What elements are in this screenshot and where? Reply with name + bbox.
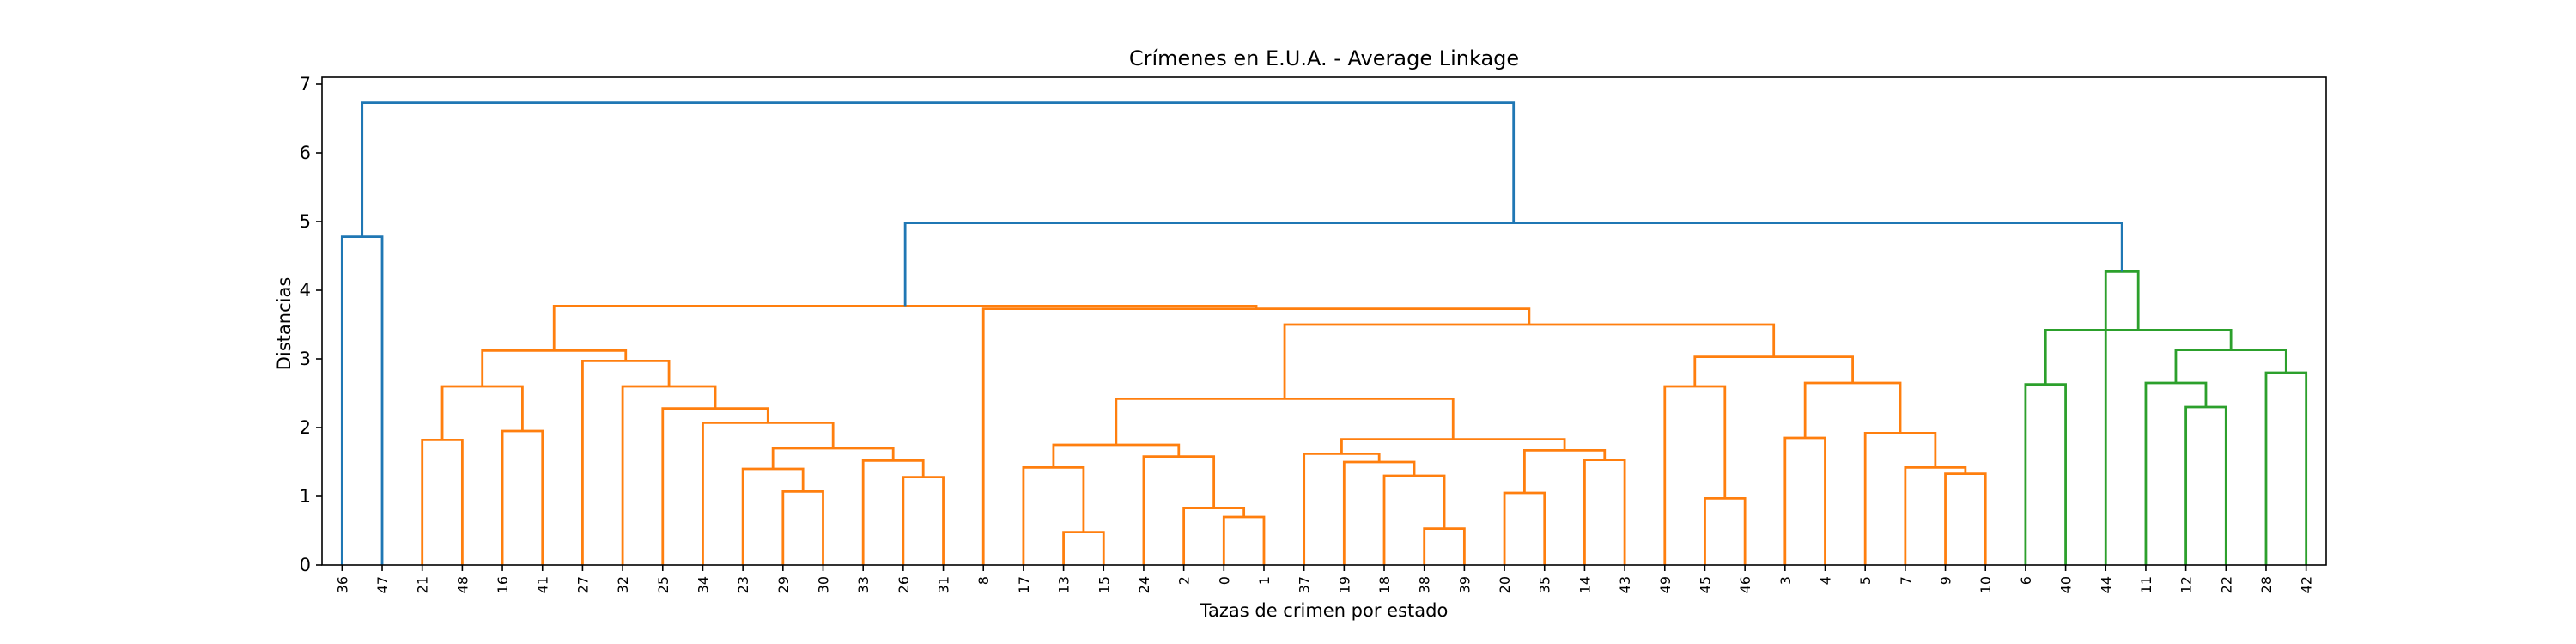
x-tick-label: 9 bbox=[1938, 576, 1954, 585]
x-tick-label: 20 bbox=[1497, 576, 1513, 593]
dendrogram-link bbox=[361, 101, 1516, 237]
x-axis-label: Tazas de crimen por estado bbox=[1200, 600, 1449, 621]
y-tick-label: 3 bbox=[300, 349, 311, 369]
x-axis: 36 47 21 48 16 41 27 32 25 34 23 29 30 33 26 31 8 17 13 15 2… bbox=[334, 565, 2315, 593]
x-tick-label: 17 bbox=[1016, 576, 1032, 593]
y-tick-label: 0 bbox=[300, 555, 311, 575]
x-tick-label: 44 bbox=[2098, 576, 2114, 593]
y-axis-label: Distancias bbox=[274, 277, 295, 371]
x-tick-label: 19 bbox=[1336, 576, 1352, 593]
x-tick-label: 48 bbox=[454, 576, 471, 593]
x-tick-label: 13 bbox=[1056, 576, 1072, 593]
x-tick-label: 22 bbox=[2218, 576, 2234, 593]
x-tick-label: 4 bbox=[1818, 576, 1834, 585]
x-tick-label: 41 bbox=[535, 576, 551, 593]
x-tick-label: 2 bbox=[1176, 576, 1193, 585]
chart-title: Crímenes en E.U.A. - Average Linkage bbox=[1129, 46, 1519, 70]
x-tick-label: 29 bbox=[775, 576, 792, 593]
x-tick-label: 40 bbox=[2058, 576, 2075, 593]
x-tick-label: 25 bbox=[655, 576, 671, 593]
x-tick-label: 38 bbox=[1417, 576, 1433, 593]
x-tick-label: 46 bbox=[1737, 576, 1753, 593]
x-tick-label: 18 bbox=[1376, 576, 1393, 593]
x-tick-label: 33 bbox=[855, 576, 872, 593]
x-tick-label: 36 bbox=[334, 576, 350, 593]
x-tick-label: 3 bbox=[1777, 576, 1794, 585]
x-tick-label: 23 bbox=[735, 576, 751, 593]
x-tick-label: 1 bbox=[1256, 576, 1273, 585]
x-tick-label: 16 bbox=[495, 576, 511, 593]
x-tick-label: 6 bbox=[2018, 576, 2034, 585]
x-tick-label: 12 bbox=[2178, 576, 2195, 593]
x-tick-label: 7 bbox=[1898, 576, 1914, 585]
x-tick-label: 10 bbox=[1978, 576, 1994, 593]
x-tick-label: 32 bbox=[615, 576, 631, 593]
x-tick-label: 15 bbox=[1096, 576, 1112, 593]
x-tick-label: 5 bbox=[1857, 576, 1874, 585]
x-tick-label: 11 bbox=[2138, 576, 2154, 593]
x-tick-label: 0 bbox=[1216, 576, 1232, 585]
y-tick-label: 7 bbox=[300, 74, 311, 94]
x-tick-label: 35 bbox=[1537, 576, 1553, 593]
dendrogram-links bbox=[340, 101, 2308, 565]
x-tick-label: 39 bbox=[1456, 576, 1473, 593]
y-tick-label: 4 bbox=[300, 280, 311, 301]
x-tick-label: 21 bbox=[415, 576, 431, 593]
x-tick-label: 28 bbox=[2258, 576, 2275, 593]
x-tick-label: 8 bbox=[975, 576, 992, 585]
y-tick-label: 2 bbox=[300, 417, 311, 438]
x-tick-label: 26 bbox=[896, 576, 912, 593]
x-tick-label: 14 bbox=[1577, 576, 1593, 593]
x-tick-label: 24 bbox=[1136, 576, 1152, 593]
x-tick-label: 49 bbox=[1657, 576, 1674, 593]
x-tick-label: 37 bbox=[1297, 576, 1313, 593]
plot-frame bbox=[321, 76, 2327, 566]
y-tick-label: 1 bbox=[300, 486, 311, 507]
x-tick-label: 34 bbox=[695, 576, 711, 593]
x-tick-label: 30 bbox=[816, 576, 832, 593]
x-tick-label: 47 bbox=[374, 576, 391, 593]
x-tick-label: 42 bbox=[2299, 576, 2315, 593]
x-tick-label: 43 bbox=[1617, 576, 1633, 593]
x-tick-label: 31 bbox=[936, 576, 952, 593]
y-tick-label: 6 bbox=[300, 143, 311, 163]
y-axis: 0 1 2 3 4 5 6 7 bbox=[300, 74, 322, 575]
y-tick-label: 5 bbox=[300, 211, 311, 232]
x-tick-label: 45 bbox=[1697, 576, 1713, 593]
x-tick-label: 27 bbox=[574, 576, 591, 593]
